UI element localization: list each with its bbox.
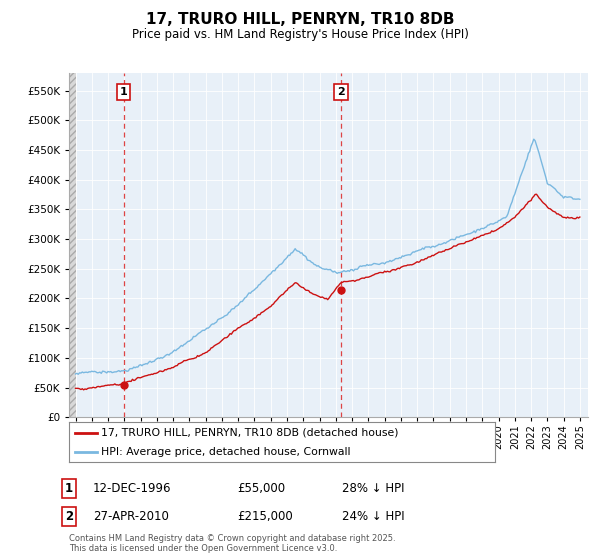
Text: 1: 1 — [65, 482, 73, 495]
Text: HPI: Average price, detached house, Cornwall: HPI: Average price, detached house, Corn… — [101, 447, 350, 457]
Text: 17, TRURO HILL, PENRYN, TR10 8DB (detached house): 17, TRURO HILL, PENRYN, TR10 8DB (detach… — [101, 428, 398, 438]
Text: 24% ↓ HPI: 24% ↓ HPI — [342, 510, 404, 523]
Text: 12-DEC-1996: 12-DEC-1996 — [93, 482, 172, 495]
Text: £215,000: £215,000 — [237, 510, 293, 523]
Text: 17, TRURO HILL, PENRYN, TR10 8DB: 17, TRURO HILL, PENRYN, TR10 8DB — [146, 12, 454, 27]
Text: Contains HM Land Registry data © Crown copyright and database right 2025.
This d: Contains HM Land Registry data © Crown c… — [69, 534, 395, 553]
Bar — [69, 73, 76, 417]
Text: 27-APR-2010: 27-APR-2010 — [93, 510, 169, 523]
Text: 28% ↓ HPI: 28% ↓ HPI — [342, 482, 404, 495]
Text: £55,000: £55,000 — [237, 482, 285, 495]
Text: 1: 1 — [119, 87, 127, 97]
Text: Price paid vs. HM Land Registry's House Price Index (HPI): Price paid vs. HM Land Registry's House … — [131, 28, 469, 41]
Text: 2: 2 — [65, 510, 73, 523]
Text: 2: 2 — [337, 87, 345, 97]
